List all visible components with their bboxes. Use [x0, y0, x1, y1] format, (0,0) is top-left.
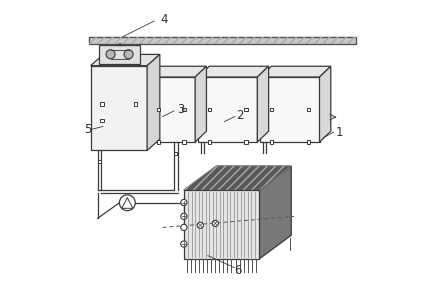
- Circle shape: [212, 220, 218, 227]
- Bar: [99, 45, 140, 64]
- Polygon shape: [195, 66, 206, 142]
- Polygon shape: [147, 66, 206, 77]
- Polygon shape: [91, 66, 147, 151]
- Bar: [182, 108, 186, 111]
- Text: 5: 5: [84, 123, 91, 136]
- Bar: [208, 140, 211, 144]
- Circle shape: [106, 50, 115, 59]
- Bar: [244, 140, 248, 144]
- Bar: [244, 108, 248, 111]
- Bar: [270, 140, 273, 144]
- Circle shape: [181, 241, 187, 247]
- Bar: [157, 108, 160, 111]
- Polygon shape: [258, 66, 269, 142]
- Bar: [182, 140, 186, 144]
- Bar: [100, 102, 103, 106]
- Bar: [89, 37, 356, 45]
- Bar: [306, 140, 310, 144]
- Polygon shape: [259, 166, 291, 259]
- Polygon shape: [147, 55, 160, 151]
- Bar: [270, 108, 273, 111]
- Polygon shape: [320, 66, 331, 142]
- Bar: [89, 37, 356, 45]
- Polygon shape: [198, 66, 269, 77]
- Polygon shape: [260, 77, 320, 142]
- Bar: [174, 152, 178, 155]
- Polygon shape: [147, 77, 195, 142]
- Bar: [306, 108, 310, 111]
- Circle shape: [181, 199, 187, 206]
- Circle shape: [197, 222, 203, 228]
- Text: 4: 4: [160, 12, 168, 26]
- Bar: [157, 140, 160, 144]
- Polygon shape: [122, 198, 133, 208]
- Bar: [100, 119, 103, 122]
- Polygon shape: [260, 66, 331, 77]
- Bar: [208, 108, 211, 111]
- Circle shape: [181, 224, 187, 231]
- Circle shape: [124, 50, 133, 59]
- Text: 6: 6: [234, 264, 241, 277]
- Circle shape: [181, 213, 187, 220]
- Bar: [134, 102, 138, 106]
- Text: 1: 1: [336, 126, 343, 139]
- Circle shape: [119, 195, 135, 211]
- Polygon shape: [91, 55, 160, 66]
- Polygon shape: [184, 190, 259, 259]
- Bar: [98, 160, 101, 164]
- Polygon shape: [184, 166, 291, 190]
- Text: 3: 3: [177, 103, 185, 116]
- Polygon shape: [198, 77, 258, 142]
- Text: 2: 2: [237, 109, 244, 122]
